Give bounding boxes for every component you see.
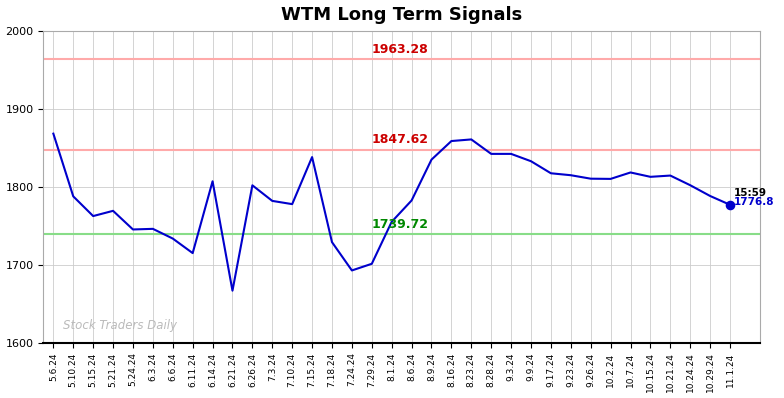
Text: 15:59: 15:59 xyxy=(734,188,767,198)
Title: WTM Long Term Signals: WTM Long Term Signals xyxy=(281,6,522,23)
Text: 1963.28: 1963.28 xyxy=(372,43,429,56)
Text: Stock Traders Daily: Stock Traders Daily xyxy=(64,319,177,332)
Text: 1739.72: 1739.72 xyxy=(372,218,429,230)
Text: 1776.8: 1776.8 xyxy=(734,197,775,207)
Text: 1847.62: 1847.62 xyxy=(372,133,429,146)
Point xyxy=(724,202,736,208)
